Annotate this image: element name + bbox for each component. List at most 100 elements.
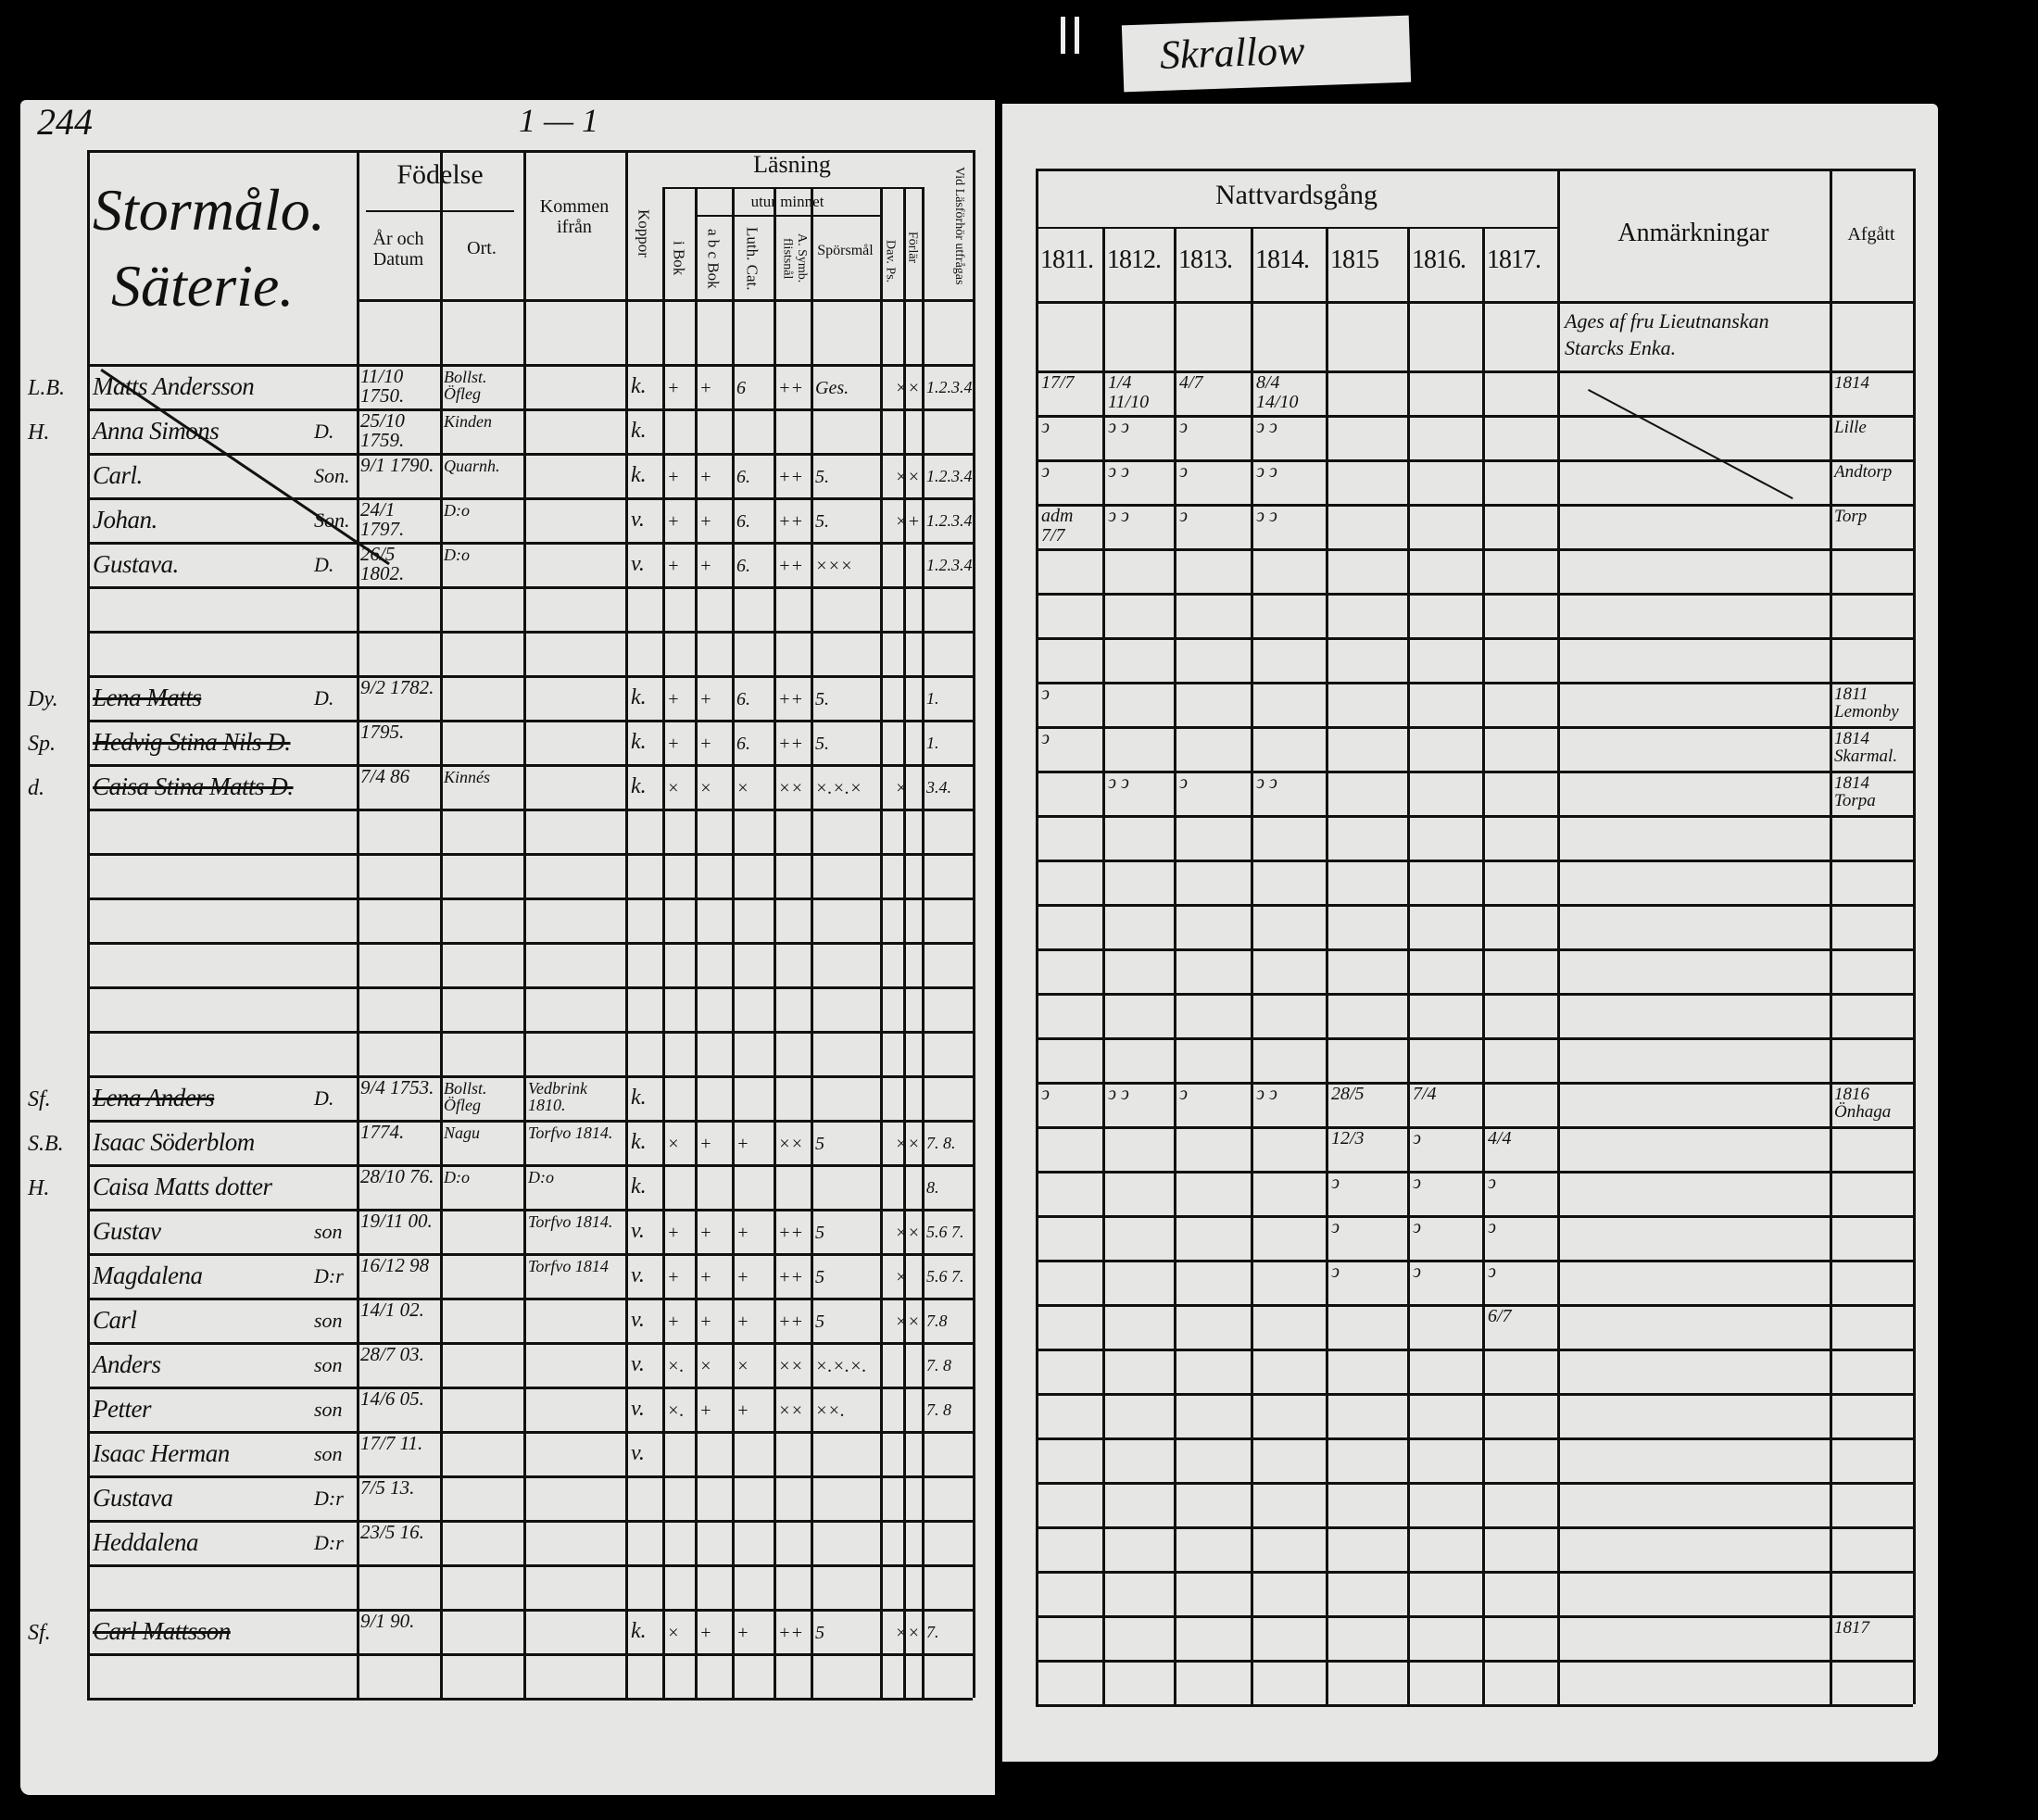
person-name: Gustav bbox=[93, 1217, 161, 1245]
row-line bbox=[87, 453, 973, 456]
header-utur-minnet: utur minnet bbox=[750, 193, 824, 210]
person-name: Caisa Matts dotter bbox=[93, 1173, 272, 1200]
right-row-line bbox=[1036, 815, 1913, 818]
reading-mark-c5: 5 bbox=[815, 1223, 824, 1243]
reading-mark-c1: + bbox=[667, 511, 680, 532]
row-line bbox=[87, 1209, 973, 1211]
row-line bbox=[87, 1120, 973, 1123]
reading-mark-c3: + bbox=[736, 1223, 749, 1243]
birth-place: Nagu bbox=[444, 1123, 481, 1142]
koppor-value: k. bbox=[631, 1130, 647, 1154]
row-line bbox=[87, 942, 973, 945]
person-name: Gustava bbox=[93, 1484, 173, 1512]
right-row-line bbox=[1036, 1037, 1913, 1040]
year-header-1816: 1816. bbox=[1412, 245, 1466, 274]
row-line bbox=[87, 1031, 973, 1034]
birth-date: 23/5 16. bbox=[360, 1521, 424, 1543]
communion-mark: ↄ ↄ bbox=[1256, 1084, 1277, 1104]
reading-mark-c7: ×× bbox=[895, 1623, 920, 1643]
header-dav-ps: Dav. Ps. bbox=[883, 239, 898, 283]
koppor-value: v. bbox=[631, 508, 645, 532]
header-fodelse: Födelse bbox=[396, 159, 484, 190]
birth-place: Quarnh. bbox=[444, 457, 500, 475]
reading-mark-c5: ×.×.×. bbox=[815, 1356, 867, 1376]
reading-mark-c2: + bbox=[699, 1400, 712, 1421]
relation: D. bbox=[314, 1086, 334, 1110]
tab-label-text: Skrallow bbox=[1159, 27, 1306, 79]
margin-mark: Sf. bbox=[28, 1087, 51, 1111]
reading-mark-c2: + bbox=[699, 689, 712, 709]
person-name: Matts Andersson bbox=[93, 372, 255, 400]
communion-mark: 4/7 bbox=[1179, 372, 1203, 393]
reading-mark-c2: + bbox=[699, 556, 712, 576]
header-afgatt: Afgått bbox=[1847, 224, 1895, 245]
came-from: Torfvo 1814. bbox=[528, 1212, 613, 1231]
column-line bbox=[625, 150, 628, 1698]
communion-mark: ↄ ↄ bbox=[1108, 461, 1129, 482]
communion-mark: 7/4 bbox=[1413, 1084, 1437, 1104]
header-ort: Ort. bbox=[467, 238, 497, 258]
right-row-line bbox=[1036, 771, 1913, 773]
birth-place: Bollst. Öfleg bbox=[444, 368, 487, 403]
reading-mark-c2: + bbox=[699, 1223, 712, 1243]
reading-mark-c3: 6. bbox=[736, 556, 750, 576]
header-koppor: Koppor bbox=[635, 209, 653, 257]
reading-mark-c4: ++ bbox=[778, 1223, 803, 1243]
right-row-line bbox=[1036, 1260, 1913, 1262]
birth-date: 7/4 86 bbox=[360, 765, 410, 787]
birth-date: 14/1 02. bbox=[360, 1299, 424, 1321]
birth-date: 19/11 00. bbox=[360, 1210, 433, 1232]
reading-mark-c8: 7. 8 bbox=[926, 1356, 951, 1374]
communion-mark: ↄ bbox=[1179, 1084, 1188, 1104]
reading-mark-c5: ××× bbox=[815, 556, 853, 576]
koppor-value: k. bbox=[631, 1086, 647, 1110]
koppor-value: v. bbox=[631, 1397, 645, 1421]
relation: son bbox=[314, 1309, 343, 1332]
came-from: D:o bbox=[528, 1168, 554, 1186]
relation: D:r bbox=[314, 1531, 344, 1554]
koppor-value: k. bbox=[631, 774, 647, 798]
header-ar-och-datum: År och Datum bbox=[372, 229, 424, 270]
relation: D. bbox=[314, 553, 334, 576]
reading-mark-c4: ++ bbox=[778, 467, 803, 487]
margin-mark: Sp. bbox=[28, 732, 56, 756]
year-header-1817: 1817. bbox=[1487, 245, 1541, 274]
relation: son bbox=[314, 1353, 343, 1376]
right-row-line bbox=[1036, 1615, 1913, 1618]
right-row-line bbox=[1036, 504, 1913, 507]
tab-label: Skrallow bbox=[1121, 15, 1412, 93]
row-line bbox=[87, 1520, 973, 1523]
koppor-value: k. bbox=[631, 685, 647, 709]
person-name: Magdalena bbox=[93, 1261, 203, 1289]
reading-mark-c4: ++ bbox=[778, 556, 803, 576]
person-name: Anna Simons bbox=[93, 417, 220, 445]
person-name: Heddalena bbox=[93, 1528, 198, 1556]
reading-mark-c4: ++ bbox=[778, 1312, 803, 1332]
communion-mark: ↄ bbox=[1179, 506, 1188, 526]
row-line bbox=[87, 675, 973, 678]
reading-mark-c8: 1.2.3.4 bbox=[926, 378, 973, 396]
right-column-line bbox=[1251, 227, 1253, 1704]
row-line bbox=[87, 1075, 973, 1078]
reading-mark-c1: + bbox=[667, 1267, 680, 1287]
communion-mark: ↄ bbox=[1413, 1217, 1421, 1237]
header-abc-bok: a b c Bok bbox=[704, 228, 723, 289]
koppor-value: v. bbox=[631, 1441, 645, 1465]
right-column-line bbox=[1174, 227, 1176, 1704]
birth-place: Kinnés bbox=[444, 768, 491, 786]
row-line bbox=[87, 809, 973, 811]
relation: son bbox=[314, 1442, 343, 1465]
right-row-line bbox=[1036, 1482, 1913, 1485]
reading-mark-c3: 6. bbox=[736, 734, 750, 754]
communion-mark: ↄ bbox=[1413, 1173, 1421, 1193]
reading-mark-c2: + bbox=[699, 378, 712, 398]
row-line bbox=[87, 897, 973, 900]
reading-mark-c8: 7. bbox=[926, 1623, 939, 1641]
reading-mark-c7: ×× bbox=[895, 378, 920, 398]
koppor-value: v. bbox=[631, 552, 645, 576]
header-lasning: Läsning bbox=[753, 151, 831, 178]
row-line bbox=[87, 1698, 973, 1701]
koppor-value: k. bbox=[631, 419, 647, 443]
year-header-1813: 1813. bbox=[1178, 245, 1233, 274]
row-line bbox=[87, 764, 973, 767]
